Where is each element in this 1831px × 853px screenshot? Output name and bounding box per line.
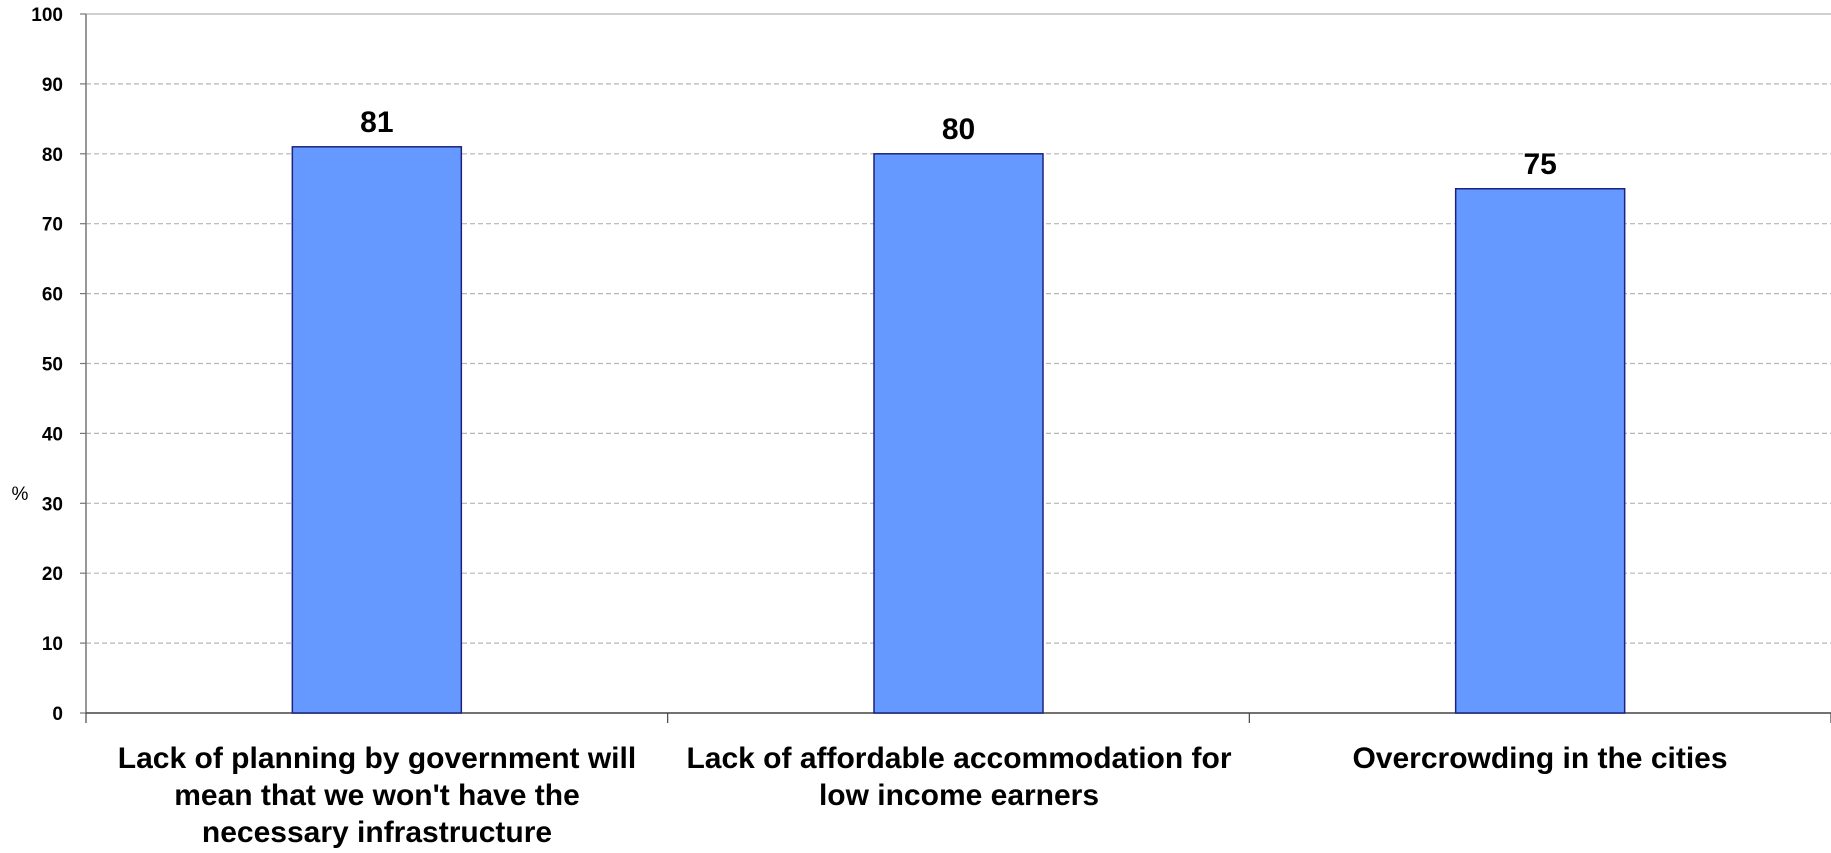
bar-1: [291, 146, 463, 714]
y-tick-label: 80: [42, 145, 63, 166]
bar-3: [1454, 188, 1626, 714]
y-tick-label: 90: [42, 75, 63, 96]
data-label-1: 81: [360, 106, 393, 139]
bars: [291, 146, 1626, 714]
y-tick-label: 10: [42, 634, 63, 655]
y-tick-label: 20: [42, 564, 63, 585]
x-axis-ticks: [85, 713, 1831, 723]
y-tick-label: 30: [42, 494, 63, 515]
category-label-2: Lack of affordable accommodation for low…: [686, 742, 1232, 812]
category-label-3: Overcrowding in the cities: [1352, 742, 1728, 775]
y-tick-label: 70: [42, 215, 63, 236]
data-labels: 81 80 75: [360, 106, 1557, 181]
y-tick-label: 50: [42, 355, 63, 376]
data-label-2: 80: [942, 113, 975, 146]
y-tick-label: 40: [42, 424, 63, 445]
y-tick-label: 0: [52, 704, 63, 725]
y-tick-label: 60: [42, 285, 63, 306]
y-axis-ticks: 0 10 20 30 40 50 60 70 80 90 100: [31, 5, 86, 725]
data-label-3: 75: [1523, 148, 1556, 181]
bar-2: [873, 153, 1044, 714]
category-label-1: Lack of planning by government will mean…: [117, 742, 637, 849]
y-axis-label: %: [12, 484, 29, 505]
y-tick-label: 100: [31, 5, 63, 26]
